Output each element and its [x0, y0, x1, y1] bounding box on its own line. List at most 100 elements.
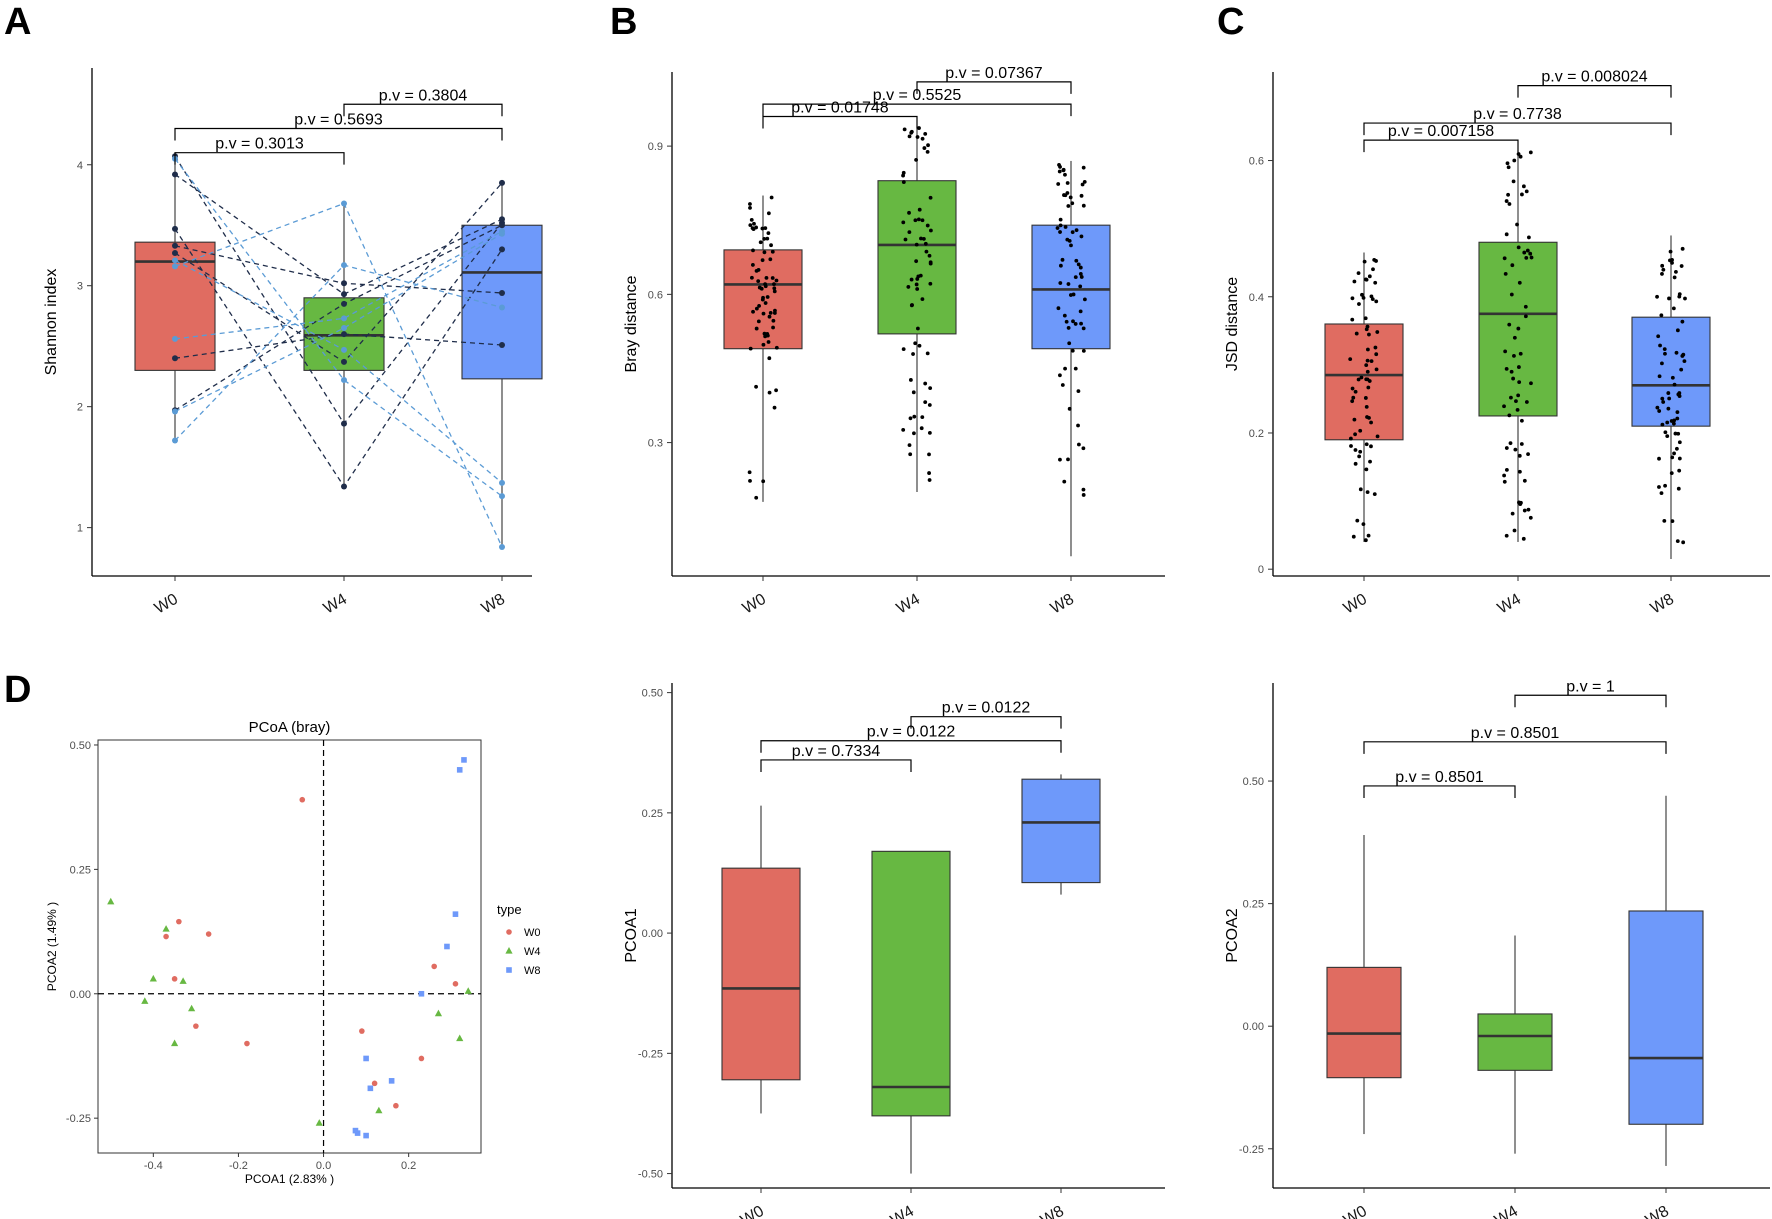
- jitter-point: [907, 230, 912, 235]
- jitter-point: [1680, 319, 1685, 324]
- jitter-point: [1517, 280, 1522, 285]
- point-w4: [375, 1106, 383, 1114]
- paired-point: [341, 483, 347, 490]
- jitter-point: [1672, 418, 1677, 423]
- paired-point: [499, 246, 505, 253]
- jitter-point: [1058, 281, 1063, 285]
- point-w8: [418, 990, 425, 997]
- jitter-point: [1683, 296, 1687, 301]
- jitter-point: [1350, 296, 1355, 301]
- point-w0: [244, 1040, 250, 1047]
- jitter-point: [918, 273, 923, 278]
- jitter-point: [1677, 294, 1682, 299]
- jitter-point: [1523, 314, 1528, 319]
- jitter-point: [1369, 294, 1374, 299]
- jitter-point: [1081, 203, 1086, 208]
- jitter-point: [919, 426, 924, 431]
- jitter-point: [1670, 519, 1675, 524]
- jitter-point: [754, 306, 759, 311]
- jitter-point: [1359, 375, 1364, 380]
- legend-marker: [505, 947, 513, 954]
- jitter-point: [1671, 306, 1676, 311]
- jitter-point: [1675, 328, 1680, 333]
- jitter-point: [914, 157, 918, 162]
- jitter-point: [1668, 249, 1673, 254]
- panel-letter: A: [4, 1, 31, 43]
- y-axis-label: PCOA2: [1224, 908, 1241, 962]
- jitter-point: [748, 202, 752, 206]
- jitter-point: [1063, 366, 1067, 371]
- jitter-point: [1364, 277, 1369, 282]
- paired-point: [499, 216, 505, 223]
- jitter-point: [1362, 259, 1367, 264]
- jitter-point: [911, 352, 915, 356]
- box-w4: [877, 180, 957, 335]
- point-w8: [444, 943, 450, 950]
- jitter-point: [1365, 358, 1370, 363]
- jitter-point: [1070, 201, 1075, 206]
- jitter-point: [928, 386, 933, 391]
- jitter-point: [772, 405, 777, 410]
- jitter-point: [915, 277, 920, 281]
- jitter-point: [1055, 226, 1060, 230]
- legend-label: W8: [524, 965, 541, 977]
- y-tick-label: 0.25: [1243, 899, 1264, 911]
- jitter-point: [1076, 262, 1081, 267]
- pvalue-label: p.v = 0.008024: [1541, 69, 1647, 86]
- jitter-point: [907, 443, 912, 447]
- jitter-point: [1503, 271, 1508, 276]
- jitter-point: [1677, 456, 1682, 461]
- jitter-point: [751, 227, 756, 232]
- jitter-point: [762, 236, 767, 241]
- paired-point: [172, 355, 178, 362]
- jitter-point: [759, 286, 764, 291]
- paired-point: [499, 304, 505, 311]
- jitter-point: [772, 286, 777, 291]
- point-w8: [363, 1132, 369, 1139]
- y-axis-label: PCOA2 (1.49% ): [45, 902, 59, 991]
- jitter-point: [913, 218, 918, 223]
- jitter-point: [917, 343, 922, 348]
- jitter-point: [1079, 321, 1083, 326]
- jitter-point: [917, 126, 921, 130]
- jitter-point: [1350, 386, 1355, 391]
- point-w0: [452, 981, 459, 987]
- panel-e: -0.50 -0.25 0.00 0.25 0.50 PCOA1 W0 W4 W8 p.v = 0…: [623, 683, 1165, 1219]
- x-tick-label: W0: [152, 591, 181, 618]
- jitter-point: [1529, 381, 1533, 386]
- y-tick-label: -0.25: [66, 1113, 91, 1125]
- box-w8: [1021, 778, 1101, 884]
- jitter-point: [913, 341, 918, 346]
- pvalue-bracket: [916, 81, 1072, 94]
- jitter-point: [1518, 154, 1523, 159]
- jitter-point: [751, 248, 755, 253]
- jitter-point: [903, 237, 908, 242]
- x-tick-label: W4: [321, 591, 350, 618]
- jitter-point: [1058, 373, 1062, 378]
- jitter-point: [901, 173, 905, 178]
- point-w0: [418, 1055, 425, 1062]
- jitter-point: [1679, 367, 1684, 372]
- jitter-point: [1081, 348, 1086, 353]
- pvalue-label: p.v = 0.3013: [215, 136, 304, 153]
- point-w0: [393, 1102, 399, 1109]
- box-w0: [1324, 323, 1404, 441]
- point-w8: [461, 757, 467, 763]
- jitter-point: [1366, 385, 1371, 390]
- jitter-point: [768, 257, 773, 262]
- jitter-point: [1670, 455, 1675, 460]
- legend-label: W0: [524, 927, 541, 939]
- jitter-point: [1058, 165, 1062, 169]
- jitter-point: [1058, 230, 1062, 234]
- jitter-point: [1360, 292, 1364, 297]
- jitter-point: [747, 470, 752, 475]
- jitter-point: [749, 217, 754, 222]
- jitter-point: [1058, 263, 1063, 268]
- jitter-point: [1351, 395, 1356, 400]
- point-w0: [359, 1028, 365, 1034]
- jitter-point: [765, 333, 770, 338]
- jitter-point: [917, 207, 922, 212]
- x-tick-label: 0.0: [316, 1160, 331, 1172]
- jitter-point: [1516, 326, 1521, 331]
